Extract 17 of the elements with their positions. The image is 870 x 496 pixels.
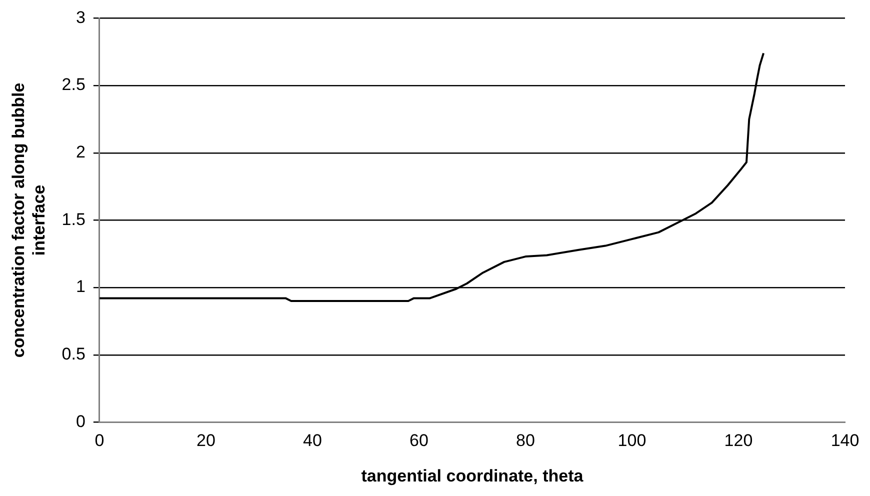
- y-axis-title: concentration factor along bubble interface: [8, 82, 48, 358]
- y-tick-label: 2: [76, 142, 86, 162]
- x-tick-label: 80: [516, 431, 535, 450]
- y-tick-label: 1.5: [62, 210, 86, 229]
- y-tick-label: 3: [76, 8, 86, 27]
- y-tick-label: 0.5: [62, 344, 86, 364]
- y-tick-label: 2.5: [62, 75, 86, 94]
- x-axis-title: tangential coordinate, theta: [361, 466, 584, 486]
- x-tick-label: 20: [196, 431, 216, 450]
- y-tick-label: 0: [76, 412, 86, 431]
- x-tick-label: 40: [302, 431, 322, 450]
- x-tick-label: 120: [724, 431, 753, 450]
- y-tick-label: 1: [76, 277, 86, 296]
- x-tick-label: 100: [618, 431, 646, 450]
- x-tick-label: 60: [410, 431, 428, 450]
- x-tick-label: 140: [830, 431, 860, 450]
- x-tick-label: 0: [94, 431, 104, 450]
